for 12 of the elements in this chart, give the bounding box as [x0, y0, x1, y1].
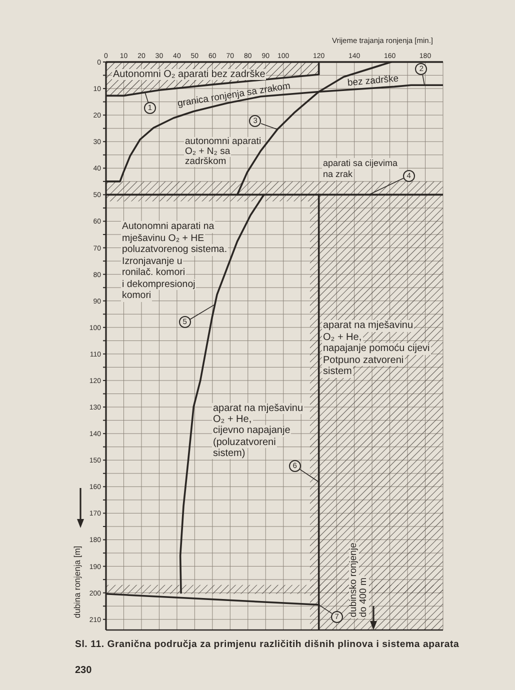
annotation: aparati sa cijevima na zrak — [322, 158, 399, 180]
text: Sl. 11. Granična područja za primjenu različitih dišnih plinova i sistema aparata — [75, 639, 460, 651]
annotation: Autonomni aparati na mješavinu O₂ + HE poluzatvorenog sistema. Izronjavanje u ronilač. komori i dekompresionoj komori — [121, 221, 228, 302]
y-axis-title: dubina ronjenja [m] — [72, 546, 82, 618]
annotation: Autonomni O₂ aparati bez zadrške — [112, 69, 266, 80]
annotation: autonomni aparati O₂ + N₂ sa zadrškom — [184, 136, 262, 167]
annotation: aparat na mješavinu O₂ + He, cijevno napajanje (poluzatvoreni sistem) — [212, 403, 304, 460]
annotation: dubinsko ronjenje do 400 m — [348, 542, 369, 618]
annotation: aparat na mješavinu O₂ + He, napajanje pomoću cijevi Potpuno zatvoreni sistem — [322, 320, 431, 378]
annotation: granica ronjenja sa zrakom — [176, 80, 292, 110]
annotation: bez zadrške — [347, 73, 399, 89]
text: 230 — [75, 665, 92, 677]
